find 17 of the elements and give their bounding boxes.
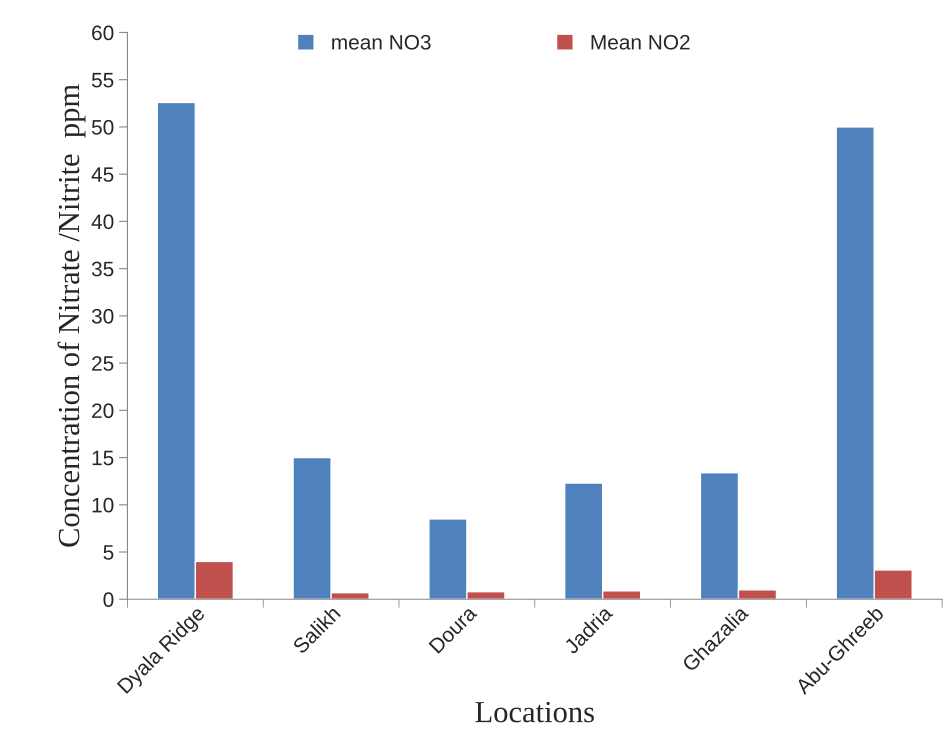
y-tick-label: 0	[103, 592, 114, 608]
y-tick-label: 50	[92, 120, 114, 135]
y-tick-label: 15	[92, 450, 114, 466]
y-tick-label: 10	[92, 498, 114, 513]
y-axis-title: Concentration of Nitrate /Nitrite ppm	[58, 84, 86, 547]
y-tick-label: 35	[92, 262, 114, 276]
legend-label: Mean NO2	[592, 34, 690, 50]
y-tick-label: 40	[92, 214, 114, 230]
y-tick-label: 45	[92, 167, 114, 182]
y-tick-label: 30	[92, 308, 114, 324]
y-tick-label: 20	[92, 403, 114, 418]
y-tick-label: 55	[92, 72, 114, 88]
y-tick-label: 5	[103, 545, 114, 560]
legend-label: mean NO3	[332, 34, 431, 50]
x-axis-title: Locations	[475, 702, 594, 722]
y-tick-label: 25	[92, 356, 114, 371]
y-tick-label: 60	[92, 25, 114, 40]
